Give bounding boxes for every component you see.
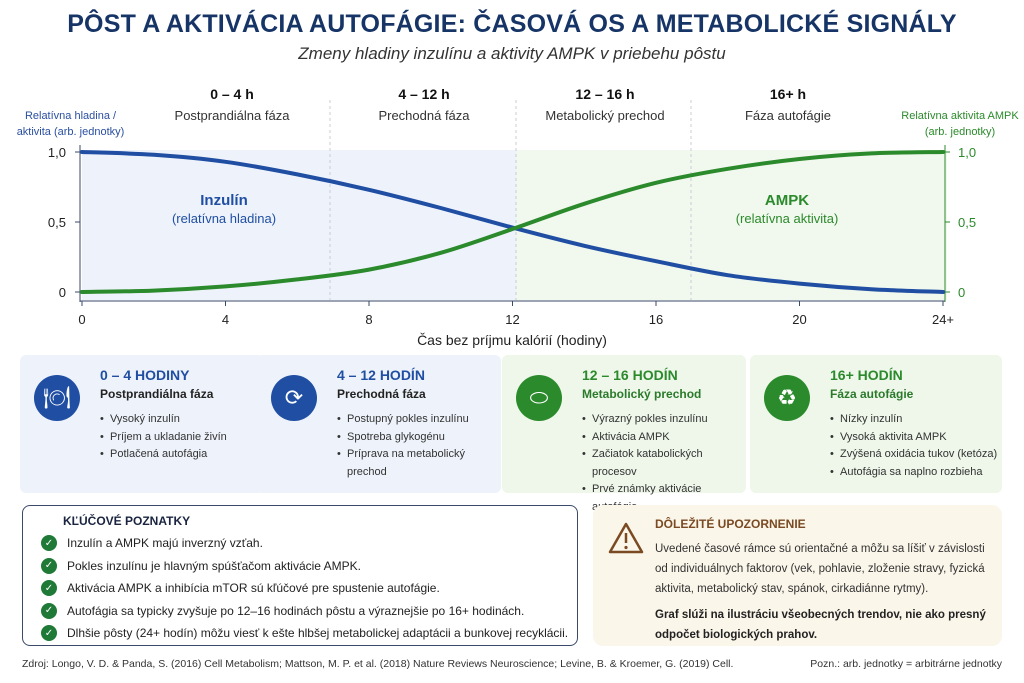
y-tick-label-right: 0,5	[958, 215, 976, 230]
check-icon: ✓	[41, 580, 57, 597]
phase-card: ⟳ 4 – 12 HODÍN Prechodná fáza Postupný p…	[257, 355, 501, 493]
y-tick-label-left: 0,5	[48, 215, 66, 230]
warning-box: DÔLEŽITÉ UPOZORNENIE Uvedené časové rámc…	[593, 505, 1002, 646]
card-item: Autofágia sa naplno rozbieha	[830, 464, 1002, 482]
key-finding: ✓ Aktivácia AMPK a inhibícia mTOR sú kľúč…	[41, 577, 577, 600]
y-axis-right-label: Relatívna aktivita AMPK (arb. jednotky)	[901, 110, 1019, 138]
x-tick-label: 16	[649, 312, 663, 327]
card-item: Vysoká aktivita AMPK	[830, 429, 1002, 447]
page-subtitle: Zmeny hladiny inzulínu a aktivity AMPK v…	[298, 44, 726, 63]
x-tick-label: 0	[78, 312, 85, 327]
phase-card: 🍽 0 – 4 HODINY Postprandiálna fáza Vysok…	[20, 355, 264, 493]
y-tick-label-right: 0	[958, 285, 965, 300]
insulin-label: Inzulín	[200, 192, 248, 209]
card-item: Aktivácia AMPK	[582, 429, 746, 447]
card-item: Postupný pokles inzulínu	[337, 411, 501, 429]
x-tick-label: 24+	[932, 312, 954, 327]
y-axis-left-label: Relatívna hladina / aktivita (arb. jedno…	[16, 110, 125, 138]
phase-name: Fáza autofágie	[744, 108, 831, 123]
key-finding-text: Aktivácia AMPK a inhibícia mTOR sú kľúčo…	[67, 581, 440, 596]
plate-cutlery-icon: 🍽	[34, 375, 80, 421]
phase-card: ♻ 16+ HODÍN Fáza autofágie Nízky inzulín…	[750, 355, 1002, 493]
card-subtitle: Postprandiálna fáza	[100, 387, 214, 401]
source-citation: Zdroj: Longo, V. D. & Panda, S. (2016) C…	[22, 658, 734, 670]
card-item: Potlačená autofágia	[100, 446, 264, 464]
key-finding: ✓ Autofágia sa typicky zvyšuje po 12–16 h…	[41, 600, 577, 623]
card-title: 4 – 12 HODÍN	[337, 367, 425, 383]
key-finding-text: Pokles inzulínu je hlavným spúšťačom akt…	[67, 558, 361, 573]
card-title: 0 – 4 HODINY	[100, 367, 190, 383]
key-finding-text: Autofágia sa typicky zvyšuje po 12–16 ho…	[67, 603, 525, 618]
card-item: Spotreba glykogénu	[337, 429, 501, 447]
key-findings-title: KĽÚČOVÉ POZNATKY	[63, 514, 191, 528]
warning-text: Uvedené časové rámce sú orientačné a môž…	[655, 543, 985, 595]
check-icon: ✓	[41, 625, 57, 642]
phase-name: Postprandiálna fáza	[174, 108, 290, 123]
y-tick-label-left: 1,0	[48, 145, 66, 160]
x-tick-label: 20	[792, 312, 806, 327]
ampk-sublabel: (relatívna aktivita)	[736, 211, 839, 226]
card-item: Nízky inzulín	[830, 411, 1002, 429]
phase-card: ⬭ 12 – 16 HODÍN Metabolický prechod Výra…	[502, 355, 746, 513]
cycle-arrows-icon: ⟳	[271, 375, 317, 421]
insulin-sublabel: (relatívna hladina)	[172, 211, 276, 226]
y-tick-label-left: 0	[59, 285, 66, 300]
page-title: PÔST A AKTIVÁCIA AUTOFÁGIE: ČASOVÁ OS A …	[67, 10, 957, 38]
line-chart: 0 4 8 12 16 20 24+0 00,5 0,51,0 1,0 Inzulín (rela…	[48, 100, 976, 327]
phase-header: 0 – 4 h Postprandiálna fáza	[132, 86, 332, 123]
x-tick-label: 4	[222, 312, 229, 327]
check-icon: ✓	[41, 535, 57, 552]
card-item: Výrazný pokles inzulínu	[582, 411, 746, 429]
mitochondria-icon: ⬭	[516, 375, 562, 421]
card-item: Zvýšená oxidácia tukov (ketóza)	[830, 446, 1002, 464]
card-item: Príjem a ukladanie živín	[100, 429, 264, 447]
x-tick-label: 12	[505, 312, 519, 327]
card-item: Príprava na metabolický prechod	[337, 446, 501, 481]
phase-range: 0 – 4 h	[210, 86, 254, 102]
phase-name: Metabolický prechod	[545, 108, 665, 123]
units-note: Pozn.: arb. jednotky = arbitrárne jednot…	[810, 658, 1002, 670]
card-title: 16+ HODÍN	[830, 367, 903, 383]
y-tick-label-right: 1,0	[958, 145, 976, 160]
phase-header: 4 – 12 h Prechodná fáza	[324, 86, 524, 123]
card-title: 12 – 16 HODÍN	[582, 367, 678, 383]
warning-bold-text: Graf slúži na ilustráciu všeobecných tre…	[655, 609, 986, 641]
x-tick-label: 8	[365, 312, 372, 327]
check-icon: ✓	[41, 602, 57, 619]
key-finding: ✓ Dlhšie pôsty (24+ hodín) môžu viesť k e…	[41, 622, 577, 645]
phase-header: 16+ h Fáza autofágie	[688, 86, 888, 123]
key-finding: ✓ Pokles inzulínu je hlavným spúšťačom ak…	[41, 555, 577, 578]
key-finding: ✓ Inzulín a AMPK majú inverzný vzťah.	[41, 532, 577, 555]
warning-icon	[608, 522, 644, 554]
phase-range: 4 – 12 h	[398, 86, 450, 102]
card-subtitle: Fáza autofágie	[830, 387, 914, 401]
phase-range: 12 – 16 h	[575, 86, 635, 102]
ampk-line	[80, 150, 945, 294]
card-subtitle: Prechodná fáza	[337, 387, 426, 401]
x-axis-label: Čas bez príjmu kalórií (hodiny)	[417, 332, 607, 348]
phase-range: 16+ h	[769, 86, 807, 102]
card-item: Vysoký inzulín	[100, 411, 264, 429]
phase-header: 12 – 16 h Metabolický prechod	[505, 86, 705, 123]
warning-title: DÔLEŽITÉ UPOZORNENIE	[655, 517, 806, 531]
card-item: Začiatok katabolických procesov	[582, 446, 746, 481]
ampk-label: AMPK	[765, 192, 809, 209]
phase-name: Prechodná fáza	[378, 108, 470, 123]
key-finding-text: Dlhšie pôsty (24+ hodín) môžu viesť k eš…	[67, 626, 569, 641]
card-subtitle: Metabolický prechod	[582, 387, 702, 401]
check-icon: ✓	[41, 557, 57, 574]
key-findings-box: KĽÚČOVÉ POZNATKY ✓ Inzulín a AMPK majú in…	[22, 505, 578, 646]
recycle-icon: ♻	[764, 375, 810, 421]
key-finding-text: Inzulín a AMPK majú inverzný vzťah.	[67, 536, 263, 551]
